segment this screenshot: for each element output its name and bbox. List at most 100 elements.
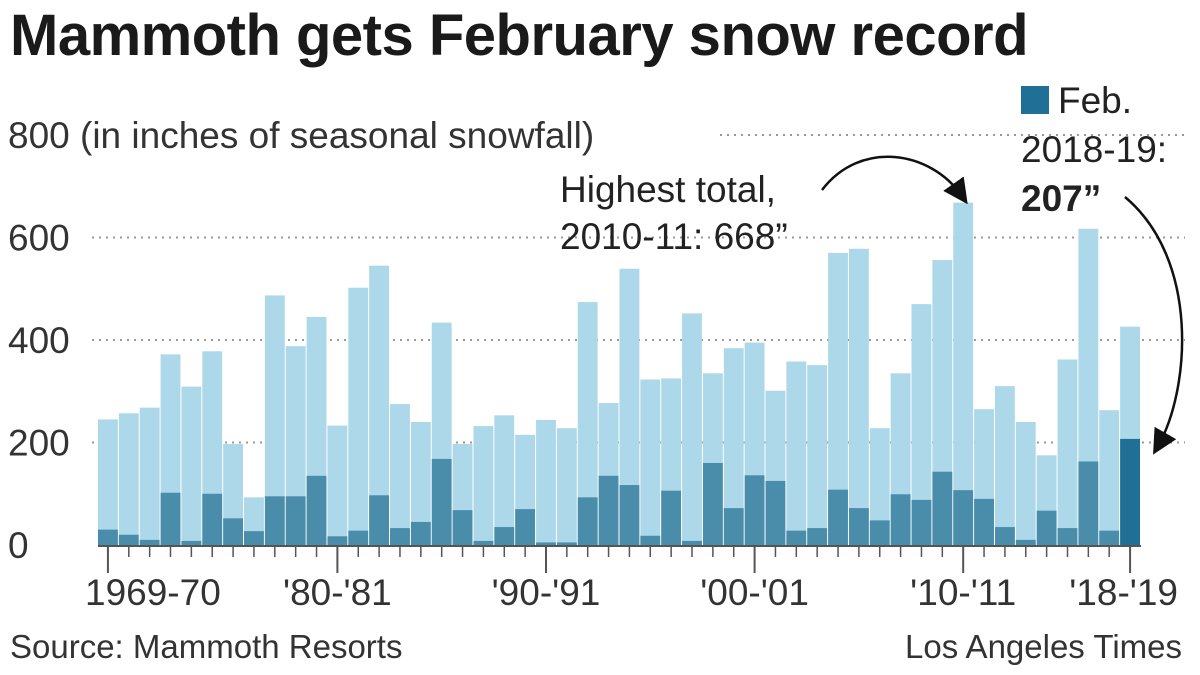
bar-february <box>702 463 723 545</box>
bar-season-total <box>494 415 515 545</box>
bar-season-total <box>181 386 202 545</box>
bar-february <box>1015 539 1036 545</box>
bar-season-total <box>953 202 974 545</box>
bar-february <box>640 535 661 545</box>
bar-february <box>306 475 327 545</box>
bar-february <box>848 508 869 545</box>
bar-february <box>911 499 932 545</box>
bar-february <box>1120 438 1140 545</box>
x-tick-label: '80-'81 <box>283 572 392 613</box>
bar-season-total <box>994 386 1015 545</box>
bar-season-total <box>577 302 598 545</box>
bar-february <box>494 527 515 545</box>
bar-february <box>1078 461 1099 545</box>
bar-season-total <box>828 252 848 545</box>
y-tick-label: 800 (in inches of seasonal snowfall) <box>8 115 594 156</box>
bar-season-total <box>118 413 139 545</box>
bar-february <box>994 527 1015 545</box>
bar-season-total <box>1099 410 1120 545</box>
bar-february <box>223 518 244 545</box>
bar-february <box>410 521 431 545</box>
bar-february <box>828 489 848 545</box>
bar-february <box>869 520 890 545</box>
bars <box>98 202 1140 545</box>
publisher-credit: Los Angeles Times <box>905 628 1182 665</box>
source-note: Source: Mammoth Resorts <box>10 628 403 665</box>
chart-title: Mammoth gets February snow record <box>10 3 1029 68</box>
bar-february <box>536 542 556 545</box>
legend-value: 207” <box>1021 178 1101 219</box>
bar-season-total <box>1057 359 1078 545</box>
bar-february <box>953 490 974 545</box>
bar-february <box>369 495 390 545</box>
bar-season-total <box>911 304 932 545</box>
bar-season-total <box>410 422 431 545</box>
bar-february <box>1057 528 1078 545</box>
bar-season-total <box>285 346 306 545</box>
y-tick-label: 600 <box>8 218 70 259</box>
bar-february <box>1036 510 1057 545</box>
bar-february <box>244 531 264 545</box>
bar-february <box>890 494 911 545</box>
bar-february <box>473 540 494 545</box>
bar-february <box>118 534 139 545</box>
bar-february <box>452 510 473 545</box>
bar-february <box>577 497 598 545</box>
arrow-feb-2019 <box>1124 196 1184 455</box>
bar-february <box>598 475 619 545</box>
bar-february <box>285 496 306 545</box>
bar-february <box>327 536 348 545</box>
annotations: Highest total, 2010-11: 668” Feb. 2018-19: 2… <box>560 80 1184 455</box>
bar-season-total <box>348 287 369 545</box>
y-tick-label: 200 <box>8 423 70 464</box>
bar-season-total <box>536 419 556 545</box>
bar-february <box>786 530 807 545</box>
bar-season-total <box>264 295 285 545</box>
bar-february <box>202 493 223 545</box>
bar-season-total <box>98 419 118 545</box>
bar-season-total <box>1015 422 1036 545</box>
bar-february <box>974 498 994 545</box>
bar-february <box>807 528 828 545</box>
bar-season-total <box>869 428 890 545</box>
bar-season-total <box>723 348 744 545</box>
legend-label-feb: Feb. <box>1058 80 1132 121</box>
bar-season-total <box>848 248 869 545</box>
x-axis <box>98 545 1141 573</box>
bar-february <box>181 540 202 545</box>
bar-february <box>932 471 953 545</box>
bar-february <box>431 458 452 545</box>
x-tick-label: 1969-70 <box>85 572 221 613</box>
y-tick-label: 0 <box>8 525 29 566</box>
bar-season-total <box>327 425 348 545</box>
bar-season-total <box>619 268 640 545</box>
bar-season-total <box>640 379 661 545</box>
x-tick-label: '00-'01 <box>700 572 809 613</box>
bar-february <box>390 528 410 545</box>
bar-february <box>1099 530 1120 545</box>
bar-february <box>661 490 682 545</box>
legend-swatch-feb <box>1021 86 1049 114</box>
bar-february <box>556 542 577 545</box>
annotation-highest-total: Highest total, <box>560 169 776 210</box>
bar-season-total <box>556 428 577 545</box>
bar-season-total <box>473 426 494 545</box>
bar-february <box>160 492 181 545</box>
bar-season-total <box>369 265 390 545</box>
bar-february <box>723 508 744 545</box>
bar-season-total <box>682 313 702 545</box>
bar-february <box>98 529 118 545</box>
bar-february <box>619 485 640 545</box>
bar-february <box>139 539 160 545</box>
x-axis-labels: 1969-70 '80-'81 '90-'91 '00-'01 '10-'11 '18-'… <box>85 572 1178 613</box>
bar-season-total <box>390 404 410 545</box>
y-axis-labels: 0 200 400 600 800 (in inches of seasonal sno… <box>8 115 594 566</box>
bar-season-total <box>139 407 160 545</box>
bar-february <box>765 480 786 545</box>
bar-february <box>682 540 702 545</box>
bar-february <box>515 509 536 545</box>
bar-season-total <box>786 361 807 545</box>
bar-season-total <box>807 365 828 545</box>
annotation-highest-total: 2010-11: 668” <box>560 216 788 257</box>
